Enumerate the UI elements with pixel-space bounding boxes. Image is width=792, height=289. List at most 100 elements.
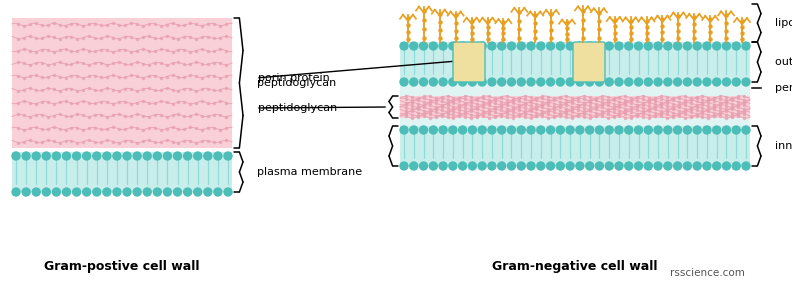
Text: inner membrane: inner membrane	[775, 141, 792, 151]
Circle shape	[713, 42, 721, 50]
Circle shape	[173, 188, 181, 196]
Circle shape	[713, 126, 721, 134]
Circle shape	[400, 162, 408, 170]
Circle shape	[113, 152, 121, 160]
Circle shape	[429, 42, 437, 50]
Circle shape	[93, 152, 101, 160]
Circle shape	[488, 78, 496, 86]
Circle shape	[556, 78, 565, 86]
Circle shape	[497, 78, 506, 86]
Circle shape	[733, 78, 741, 86]
Circle shape	[644, 42, 653, 50]
FancyBboxPatch shape	[453, 42, 485, 82]
Circle shape	[184, 152, 192, 160]
Circle shape	[683, 126, 691, 134]
Bar	[400, 82, 750, 126]
Circle shape	[439, 42, 447, 50]
Circle shape	[468, 126, 477, 134]
Circle shape	[625, 42, 633, 50]
Circle shape	[596, 126, 604, 134]
Circle shape	[123, 188, 131, 196]
Circle shape	[133, 152, 141, 160]
Circle shape	[596, 78, 604, 86]
Circle shape	[194, 188, 202, 196]
Circle shape	[605, 162, 613, 170]
Circle shape	[527, 162, 535, 170]
Circle shape	[409, 42, 417, 50]
Circle shape	[742, 78, 750, 86]
Circle shape	[449, 162, 457, 170]
Circle shape	[566, 42, 574, 50]
Circle shape	[654, 126, 662, 134]
Circle shape	[722, 126, 730, 134]
Text: Gram-negative cell wall: Gram-negative cell wall	[493, 260, 657, 273]
Circle shape	[439, 78, 447, 86]
Circle shape	[605, 42, 613, 50]
Circle shape	[508, 126, 516, 134]
Circle shape	[703, 162, 711, 170]
Circle shape	[478, 162, 486, 170]
Circle shape	[664, 78, 672, 86]
Circle shape	[566, 78, 574, 86]
Circle shape	[420, 162, 428, 170]
Circle shape	[508, 42, 516, 50]
Circle shape	[459, 42, 466, 50]
Circle shape	[497, 162, 506, 170]
Circle shape	[556, 126, 565, 134]
Circle shape	[409, 126, 417, 134]
Circle shape	[674, 78, 682, 86]
Circle shape	[468, 78, 477, 86]
Circle shape	[468, 42, 477, 50]
Circle shape	[566, 126, 574, 134]
Circle shape	[733, 126, 741, 134]
Circle shape	[459, 126, 466, 134]
Circle shape	[12, 188, 20, 196]
Circle shape	[693, 42, 701, 50]
Circle shape	[585, 78, 594, 86]
Bar	[12, 18, 232, 148]
Text: Gram-postive cell wall: Gram-postive cell wall	[44, 260, 200, 273]
Circle shape	[615, 78, 623, 86]
Circle shape	[537, 126, 545, 134]
Circle shape	[664, 42, 672, 50]
Circle shape	[32, 188, 40, 196]
Circle shape	[449, 126, 457, 134]
Circle shape	[123, 152, 131, 160]
Circle shape	[546, 42, 554, 50]
Circle shape	[722, 42, 730, 50]
Circle shape	[52, 152, 60, 160]
Circle shape	[537, 42, 545, 50]
Circle shape	[703, 42, 711, 50]
Circle shape	[439, 162, 447, 170]
Circle shape	[420, 126, 428, 134]
Circle shape	[576, 162, 584, 170]
Circle shape	[664, 126, 672, 134]
Circle shape	[163, 188, 171, 196]
Circle shape	[449, 78, 457, 86]
Circle shape	[556, 162, 565, 170]
Text: peptidoglycan: peptidoglycan	[258, 103, 337, 113]
Circle shape	[154, 188, 162, 196]
Circle shape	[12, 152, 20, 160]
Circle shape	[488, 42, 496, 50]
Circle shape	[32, 152, 40, 160]
Circle shape	[654, 42, 662, 50]
Circle shape	[703, 126, 711, 134]
Text: peptidoglycan: peptidoglycan	[257, 78, 337, 88]
Text: lipopolysaccharide: lipopolysaccharide	[775, 18, 792, 28]
FancyBboxPatch shape	[573, 42, 605, 82]
Circle shape	[596, 162, 604, 170]
Circle shape	[585, 126, 594, 134]
Circle shape	[194, 152, 202, 160]
Circle shape	[693, 126, 701, 134]
Circle shape	[214, 152, 222, 160]
Circle shape	[73, 188, 81, 196]
Circle shape	[154, 152, 162, 160]
Circle shape	[615, 162, 623, 170]
Circle shape	[634, 78, 642, 86]
Text: outer membrane: outer membrane	[775, 57, 792, 67]
Circle shape	[742, 126, 750, 134]
Circle shape	[508, 78, 516, 86]
Circle shape	[478, 42, 486, 50]
Circle shape	[722, 162, 730, 170]
